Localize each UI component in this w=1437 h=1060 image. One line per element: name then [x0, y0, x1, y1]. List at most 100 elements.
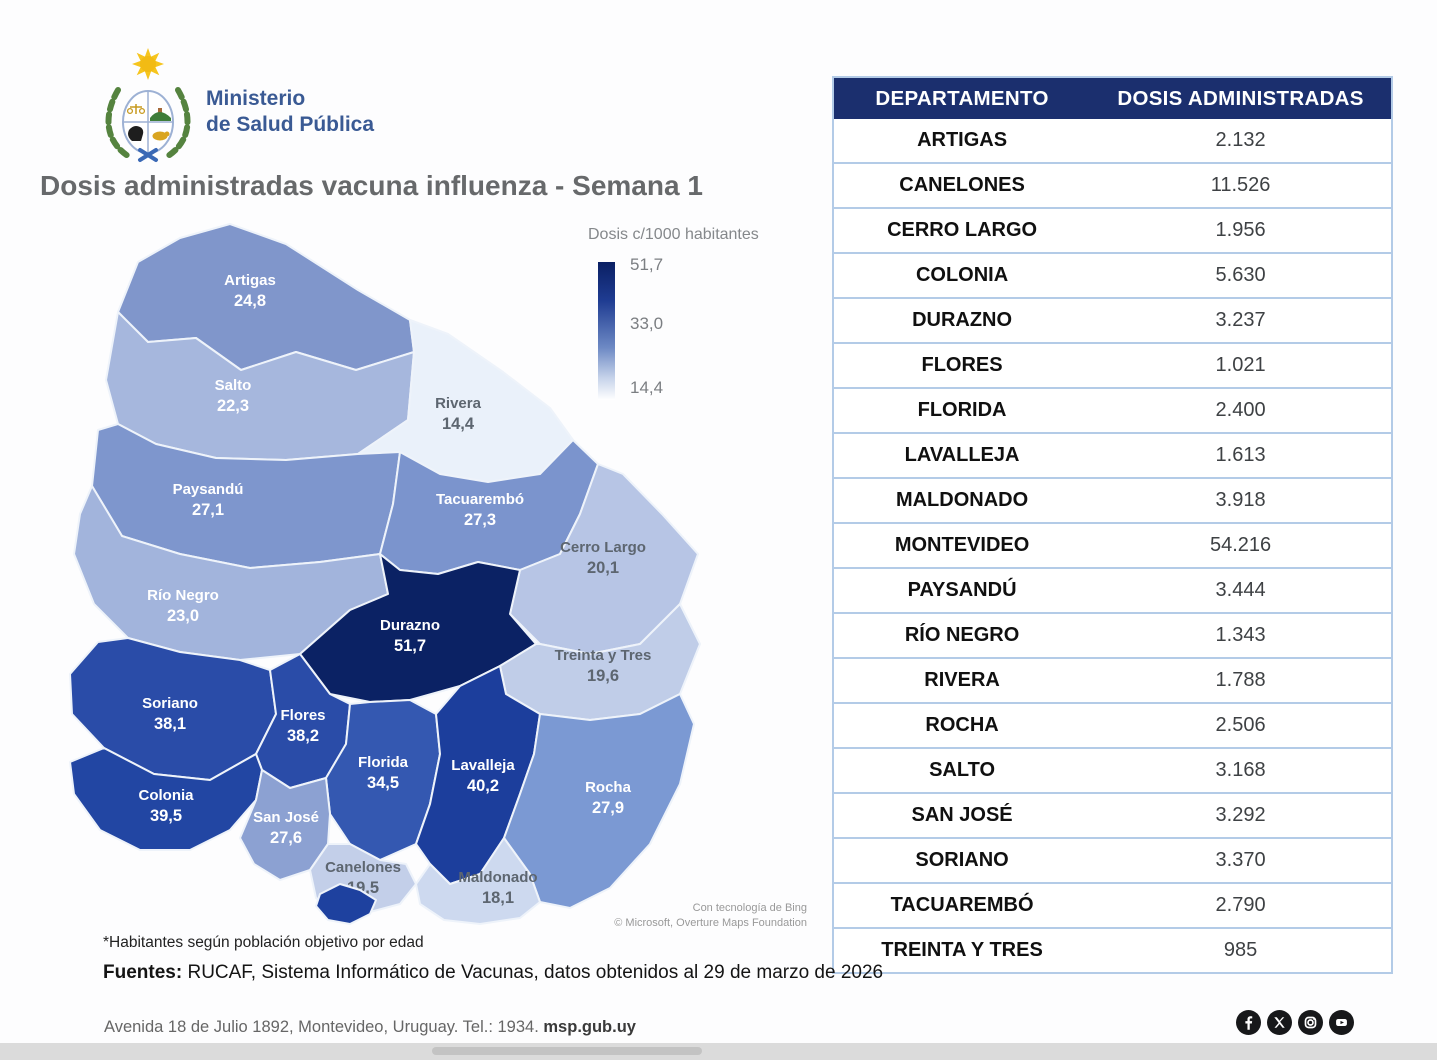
- map-label-rivera: Rivera 14,4: [435, 395, 482, 433]
- map-attribution: Con tecnología de Bing © Microsoft, Over…: [545, 901, 807, 931]
- map-label-rio-negro: Río Negro 23,0: [147, 587, 219, 625]
- table-row: TREINTA Y TRES 985: [833, 928, 1392, 974]
- address-text: Avenida 18 de Julio 1892, Montevideo, Ur…: [104, 1018, 544, 1036]
- table-cell-dosis: 2.790: [1090, 883, 1392, 929]
- laurel-branch-left: [105, 87, 131, 159]
- table-cell-departamento: TREINTA Y TRES: [833, 928, 1091, 974]
- table-cell-departamento: COLONIA: [833, 253, 1091, 299]
- table-row: ARTIGAS 2.132: [833, 119, 1392, 164]
- page-title: Dosis administradas vacuna influenza - S…: [40, 170, 703, 201]
- uruguay-choropleth-map: Artigas 24,8 Salto 22,3 Rivera 14,4 Paysandú 27…: [69, 223, 701, 925]
- legend-tick-mid: 33,0: [630, 314, 664, 333]
- map-label-paysandu: Paysandú 27,1: [173, 481, 244, 519]
- table-row: CANELONES 11.526: [833, 163, 1392, 209]
- table-cell-dosis: 2.506: [1090, 703, 1392, 749]
- table-cell-dosis: 3.237: [1090, 298, 1392, 344]
- map-label-florida: Florida 34,5: [358, 754, 409, 792]
- table-row: FLORIDA 2.400: [833, 388, 1392, 434]
- footer-address: Avenida 18 de Julio 1892, Montevideo, Ur…: [104, 1018, 636, 1037]
- map-legend: Dosis c/1000 habitantes 51,7 33,0 14,4: [588, 226, 800, 410]
- ministry-name: Ministerio de Salud Pública: [206, 86, 374, 138]
- ox-icon: [152, 131, 168, 141]
- hill-icon: [150, 112, 171, 121]
- table-cell-departamento: FLORIDA: [833, 388, 1091, 434]
- table-row: RIVERA 1.788: [833, 658, 1392, 704]
- table-cell-dosis: 3.292: [1090, 793, 1392, 839]
- map-region-montevideo: [315, 883, 377, 925]
- table-cell-departamento: RIVERA: [833, 658, 1091, 704]
- legend-colorbar: [598, 262, 615, 400]
- youtube-icon[interactable]: [1329, 1010, 1354, 1035]
- table-cell-departamento: CANELONES: [833, 163, 1091, 209]
- ministry-name-line2: de Salud Pública: [206, 113, 375, 136]
- map-attribution-line1: Con tecnología de Bing: [692, 902, 807, 914]
- sources-label: Fuentes:: [103, 962, 183, 983]
- map-label-canelones: Canelones 19,5: [325, 859, 401, 897]
- table-cell-departamento: SAN JOSÉ: [833, 793, 1091, 839]
- map-label-lavalleja: Lavalleja 40,2: [451, 757, 515, 795]
- legend-title: Dosis c/1000 habitantes: [588, 226, 759, 243]
- table-cell-departamento: ROCHA: [833, 703, 1091, 749]
- x-twitter-icon[interactable]: [1267, 1010, 1292, 1035]
- map-region-rocha: [503, 693, 695, 909]
- footnote: *Habitantes según población objetivo por…: [103, 934, 424, 951]
- table-row: SAN JOSÉ 3.292: [833, 793, 1392, 839]
- table-cell-dosis: 3.370: [1090, 838, 1392, 884]
- table-row: SORIANO 3.370: [833, 838, 1392, 884]
- table-cell-departamento: MALDONADO: [833, 478, 1091, 524]
- table-row: ROCHA 2.506: [833, 703, 1392, 749]
- table-cell-dosis: 1.021: [1090, 343, 1392, 389]
- table-cell-dosis: 2.132: [1090, 119, 1392, 164]
- table-row: LAVALLEJA 1.613: [833, 433, 1392, 479]
- table-row: FLORES 1.021: [833, 343, 1392, 389]
- table-row: TACUAREMBÓ 2.790: [833, 883, 1392, 929]
- map-label-san-jose: San José 27,6: [253, 809, 319, 847]
- table-cell-departamento: PAYSANDÚ: [833, 568, 1091, 614]
- website-link[interactable]: msp.gub.uy: [543, 1018, 636, 1036]
- scales-icon: [130, 104, 142, 114]
- table-cell-dosis: 985: [1090, 928, 1392, 974]
- table-cell-departamento: RÍO NEGRO: [833, 613, 1091, 659]
- legend-tick-min: 14,4: [630, 378, 664, 397]
- map-label-artigas: Artigas 24,8: [224, 272, 276, 310]
- table-cell-departamento: SORIANO: [833, 838, 1091, 884]
- table-cell-dosis: 1.788: [1090, 658, 1392, 704]
- legend-tick-max: 51,7: [630, 255, 664, 274]
- table-cell-departamento: MONTEVIDEO: [833, 523, 1091, 569]
- table-cell-dosis: 1.613: [1090, 433, 1392, 479]
- table-cell-departamento: CERRO LARGO: [833, 208, 1091, 254]
- table-cell-dosis: 11.526: [1090, 163, 1392, 209]
- table-cell-departamento: SALTO: [833, 748, 1091, 794]
- ribbon-icon: [138, 148, 158, 162]
- instagram-icon[interactable]: [1298, 1010, 1323, 1035]
- map-label-tacuarembo: Tacuarembó 27,3: [436, 491, 524, 529]
- table-cell-dosis: 3.168: [1090, 748, 1392, 794]
- table-row: SALTO 3.168: [833, 748, 1392, 794]
- doses-table: DEPARTAMENTO DOSIS ADMINISTRADAS ARTIGAS…: [832, 76, 1393, 974]
- table-header-departamento: DEPARTAMENTO: [833, 77, 1091, 119]
- table-cell-dosis: 54.216: [1090, 523, 1392, 569]
- table-cell-dosis: 2.400: [1090, 388, 1392, 434]
- map-label-maldonado: Maldonado 18,1: [458, 869, 537, 907]
- table-row: MALDONADO 3.918: [833, 478, 1392, 524]
- table-row: PAYSANDÚ 3.444: [833, 568, 1392, 614]
- map-label-rocha: Rocha 27,9: [585, 779, 632, 817]
- table-row: CERRO LARGO 1.956: [833, 208, 1392, 254]
- map-label-treinta-y-tres: Treinta y Tres 19,6: [555, 647, 652, 685]
- horse-icon: [128, 126, 144, 141]
- bottom-window-strip: [0, 1043, 1437, 1060]
- map-region-colonia: [69, 747, 263, 851]
- laurel-branch-right: [165, 87, 191, 159]
- map-region-maldonado: [415, 837, 541, 925]
- table-cell-departamento: TACUAREMBÓ: [833, 883, 1091, 929]
- table-cell-departamento: FLORES: [833, 343, 1091, 389]
- table-cell-dosis: 3.444: [1090, 568, 1392, 614]
- table-cell-dosis: 5.630: [1090, 253, 1392, 299]
- facebook-icon[interactable]: [1236, 1010, 1261, 1035]
- table-cell-departamento: ARTIGAS: [833, 119, 1091, 164]
- map-label-cerro-largo: Cerro Largo 20,1: [560, 539, 646, 577]
- table-header-row: DEPARTAMENTO DOSIS ADMINISTRADAS: [833, 77, 1392, 119]
- map-label-durazno: Durazno 51,7: [380, 617, 440, 655]
- table-cell-dosis: 1.343: [1090, 613, 1392, 659]
- ministry-name-line1: Ministerio: [206, 87, 306, 110]
